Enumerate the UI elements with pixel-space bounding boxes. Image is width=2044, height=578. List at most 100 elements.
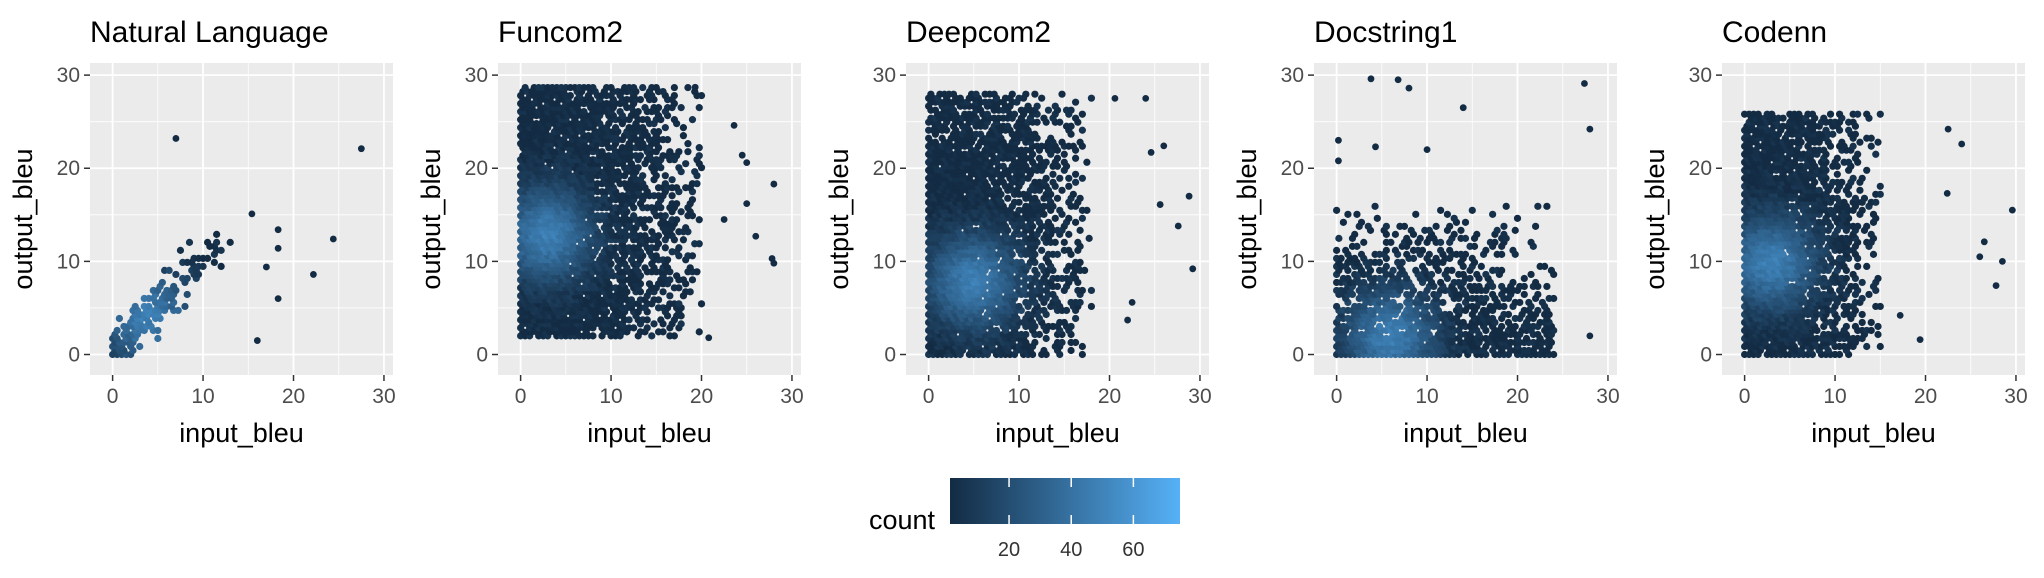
hexbin-cell	[641, 264, 649, 272]
hexbin-cell	[641, 232, 649, 240]
x-tick-label: 0	[1739, 385, 1751, 408]
y-tick-label: 0	[884, 344, 896, 367]
hexbin-cell	[1874, 322, 1882, 331]
hexbin-cell	[679, 236, 688, 244]
hexbin-cell	[1065, 230, 1073, 238]
hexbin-cell	[1851, 322, 1860, 331]
hexbin-cell	[145, 302, 153, 311]
hexbin-cell	[616, 108, 624, 116]
hexbin-cell	[1071, 154, 1080, 162]
hexbin-cell	[1403, 250, 1411, 258]
hexbin-cell	[643, 324, 651, 332]
hexbin-cell	[1550, 350, 1558, 359]
hexbin-cell	[1015, 198, 1023, 206]
hexbin-cell	[165, 266, 173, 275]
hexbin-cell	[677, 320, 685, 328]
hexbin-cell	[1071, 98, 1080, 106]
hexbin-cell	[1835, 350, 1844, 359]
y-tick-label: 30	[873, 64, 896, 87]
hexbin-cell	[1858, 294, 1866, 303]
hexbin-cell	[1470, 242, 1479, 250]
data-point	[720, 216, 728, 223]
hexbin-cell	[1391, 246, 1400, 254]
hexbin-cell	[1407, 226, 1415, 234]
hexbin-cell	[675, 164, 683, 172]
hexbin-cell	[1382, 246, 1390, 254]
hexbin-cell	[677, 104, 685, 112]
hexbin-cell	[158, 278, 166, 287]
hexbin-cell	[663, 136, 672, 144]
hexbin-cell	[643, 316, 651, 324]
hexbin-cell	[1489, 290, 1497, 299]
hexbin-cell	[1543, 282, 1551, 291]
hexbin-cell	[661, 124, 669, 132]
hexbin-cell	[659, 328, 667, 336]
x-tick-label: 0	[515, 385, 527, 408]
hexbin-cell	[1541, 262, 1549, 271]
hexbin-cell	[1071, 170, 1080, 178]
hexbin-cell	[691, 168, 699, 176]
hexbin-cell	[1425, 250, 1433, 258]
hexbin-cell	[1044, 218, 1053, 226]
hexbin-cell	[648, 332, 656, 340]
hexbin-cell	[1842, 322, 1850, 331]
hexbin-cell	[675, 148, 683, 156]
hexbin-cell	[1461, 234, 1470, 242]
hexbin-cell	[1031, 266, 1039, 275]
hexbin-cell	[697, 91, 706, 100]
hexbin-cell	[1446, 310, 1454, 319]
hexbin-cell	[174, 306, 182, 315]
data-point	[770, 180, 778, 188]
hexbin-cell	[1333, 246, 1341, 254]
x-tick-label: 20	[690, 385, 713, 408]
hexbin-cell	[1040, 306, 1048, 315]
x-axis-title: input_bleu	[587, 418, 712, 448]
hexbin-cell	[1531, 222, 1540, 230]
x-tick-label: 20	[1506, 385, 1529, 408]
hexbin-cell	[1389, 298, 1397, 307]
hexbin-cell	[1459, 318, 1467, 327]
hexbin-cell	[566, 91, 574, 100]
y-tick-label: 30	[57, 64, 80, 87]
data-point	[1185, 192, 1193, 200]
hexbin-cell	[1058, 138, 1066, 146]
y-axis-title: output_bleu	[1232, 148, 1262, 289]
hexbin-cell	[1534, 330, 1542, 339]
data-point	[743, 159, 751, 167]
hexbin-cell	[1527, 238, 1535, 246]
hexbin-cell	[1351, 254, 1359, 262]
hexbin-cell	[1078, 286, 1086, 295]
hexbin-cell	[1498, 282, 1506, 291]
hexbin-cell	[1863, 342, 1871, 351]
hexbin-cell	[1087, 286, 1096, 295]
hexbin-cell	[677, 208, 685, 216]
hexbin-cell	[1078, 110, 1086, 118]
data-point	[752, 232, 760, 240]
hexbin-cell	[652, 83, 660, 92]
hexbin-cell	[1477, 262, 1485, 271]
hexbin-cell	[1071, 338, 1080, 347]
hexbin-cell	[1375, 258, 1384, 267]
hexbin-cell	[172, 270, 180, 279]
hexbin-cell	[1353, 210, 1361, 218]
hexbin-cell	[654, 296, 663, 304]
hexbin-cell	[684, 140, 692, 148]
y-tick-label: 0	[1700, 344, 1712, 367]
hexbin-cell	[521, 83, 529, 92]
hexbin-cell	[614, 168, 622, 176]
hexbin-cell	[1842, 274, 1850, 283]
y-tick-label: 10	[465, 250, 488, 273]
hexbin-cell	[641, 104, 649, 112]
hexbin-cell	[645, 280, 654, 288]
hexbin-cell	[661, 244, 669, 252]
data-point	[1189, 265, 1197, 273]
hexbin-cell	[1087, 94, 1096, 102]
y-tick-label: 30	[1281, 64, 1304, 87]
hexbin-cell	[1466, 274, 1474, 283]
hexbin-cell	[1053, 250, 1062, 258]
hexbin-cell	[1062, 306, 1071, 315]
hexbin-cell	[176, 246, 185, 254]
hexbin-cell	[1534, 306, 1542, 315]
panel-title: Funcom2	[498, 16, 623, 49]
